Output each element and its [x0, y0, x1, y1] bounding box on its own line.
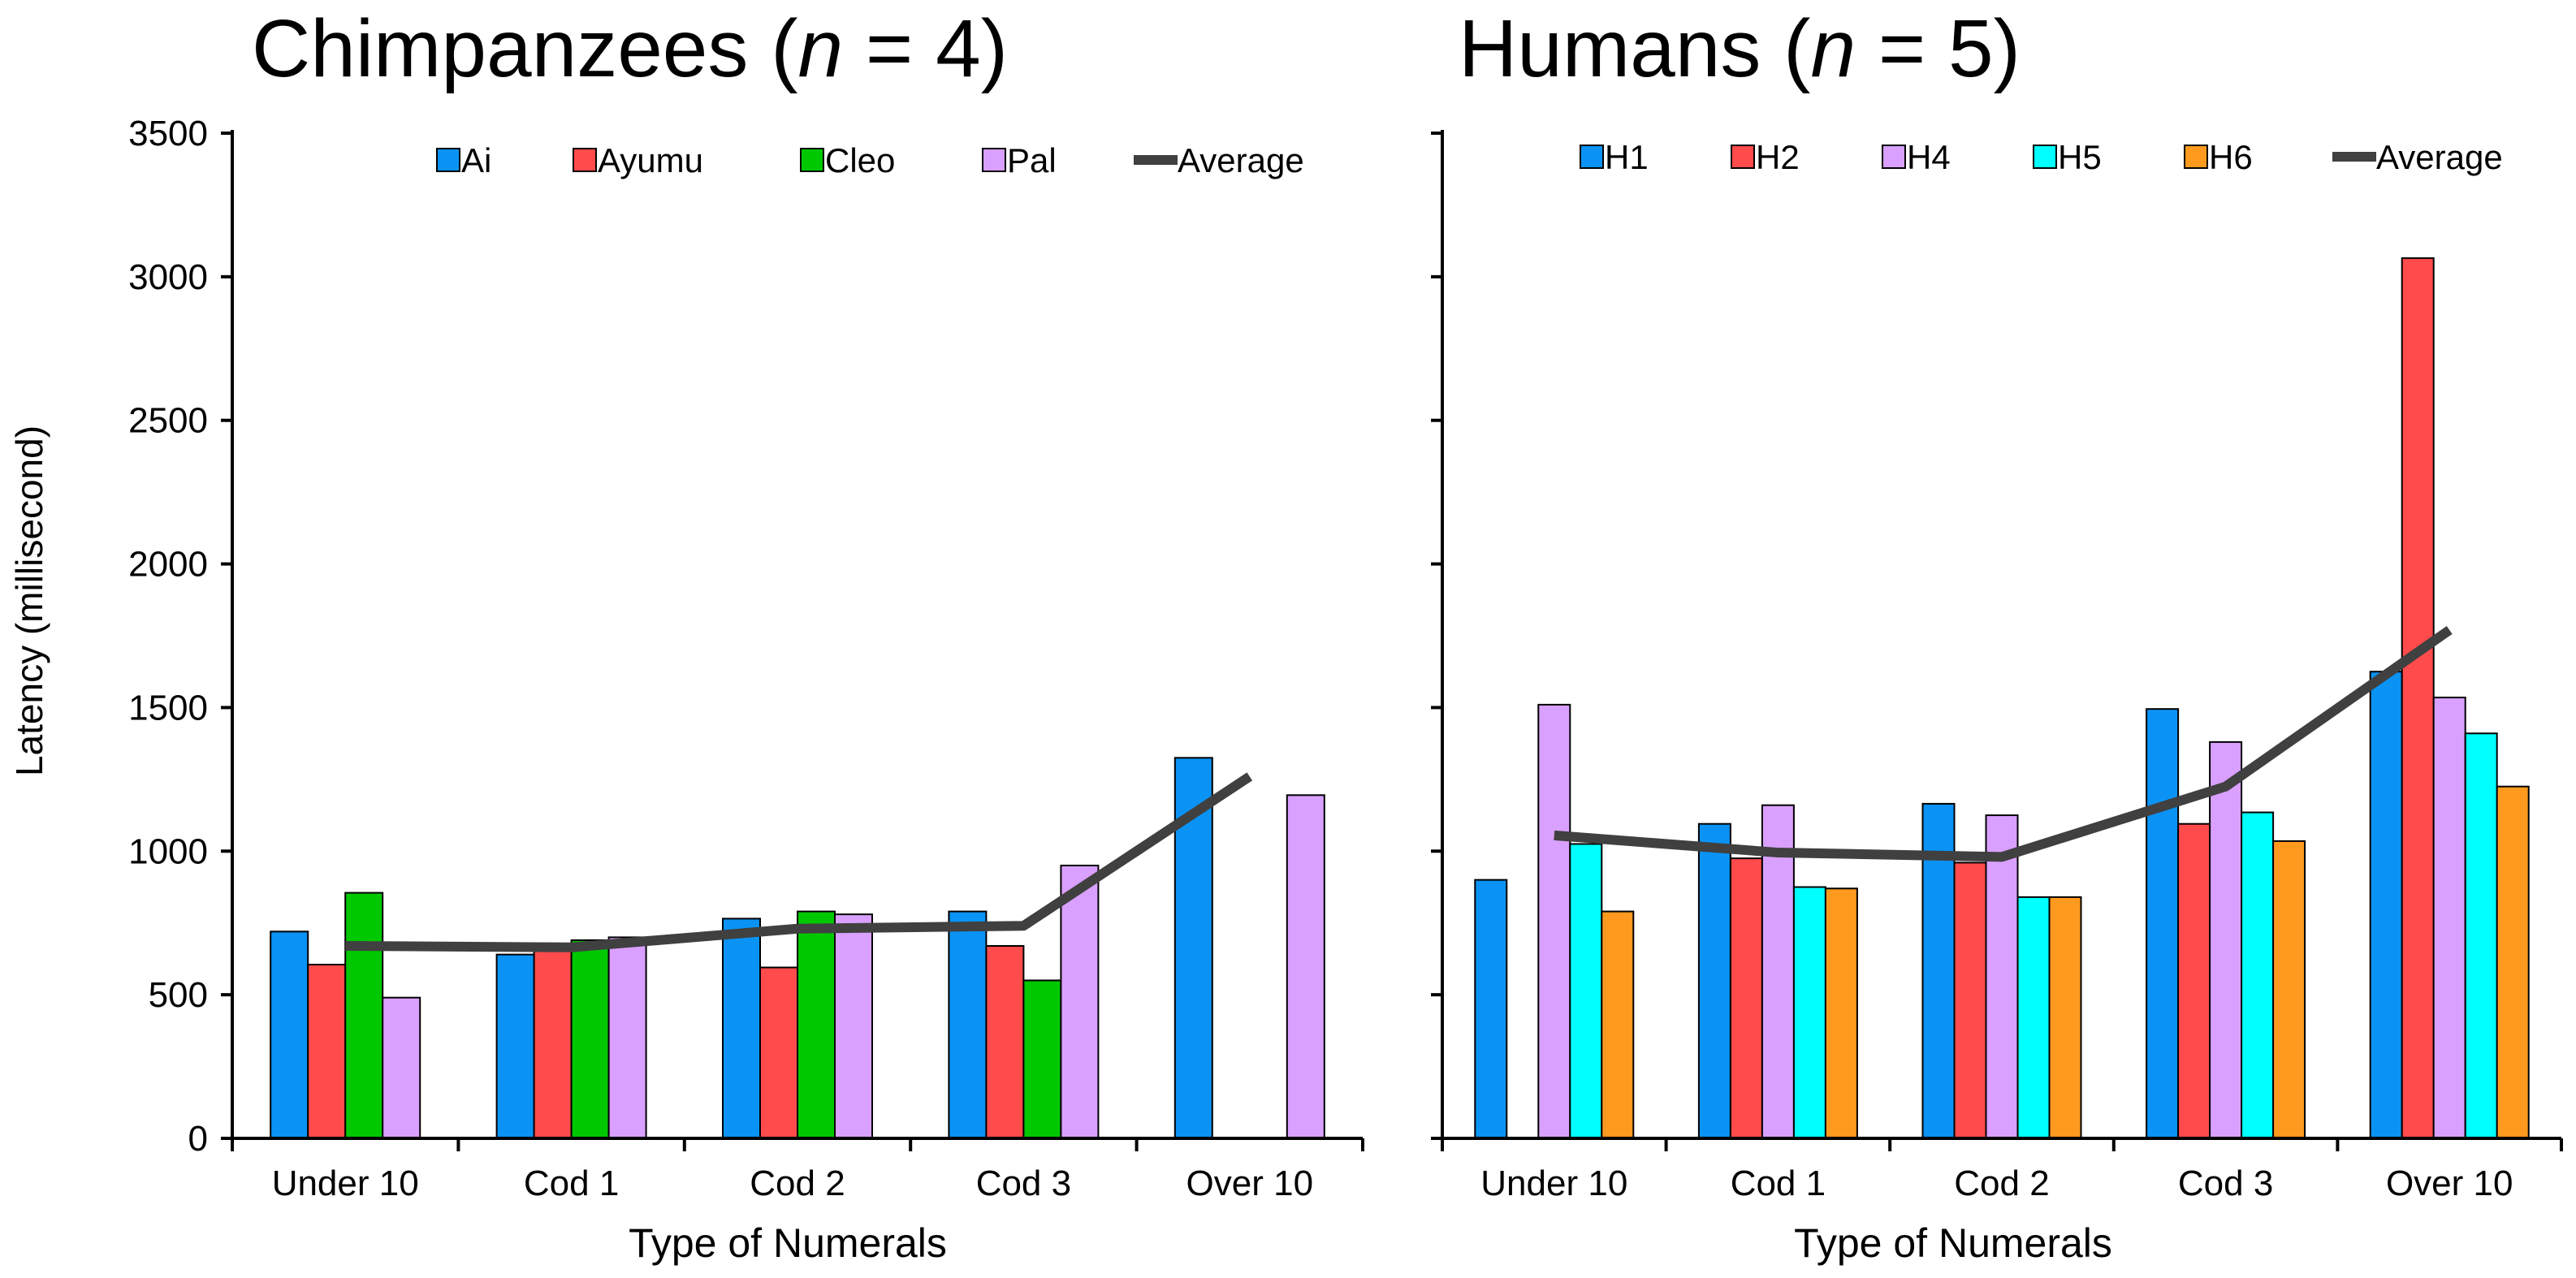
humans-legend-label-h4: H4: [1907, 138, 1951, 176]
chimpanzees-legend-swatch-ayumu: [573, 148, 597, 172]
humans-bar-h4-cod-2: [1985, 814, 2019, 1139]
chimpanzees-y-tick-label: 0: [188, 1119, 208, 1159]
humans-legend-label-h1: H1: [1605, 138, 1649, 176]
humans-title-main: Humans (: [1459, 3, 1810, 94]
chimpanzees-legend-label-pal: Pal: [1007, 141, 1057, 179]
chimpanzees-legend-label-average: Average: [1178, 141, 1304, 179]
humans-x-axis-label: Type of Numerals: [1794, 1220, 2112, 1266]
chimpanzees-legend-label-cleo: Cleo: [825, 141, 895, 179]
chimpanzees-title-main: Chimpanzees (: [252, 3, 798, 94]
humans-bar-h5-cod-3: [2241, 811, 2275, 1140]
chimpanzees-category-label: Cod 2: [750, 1164, 845, 1203]
humans-bar-h5-cod-1: [1792, 886, 1826, 1139]
chimpanzees-bar-ai-cod-2: [722, 917, 761, 1139]
chimpanzees-bar-ai-cod-1: [495, 953, 535, 1139]
chimpanzees-bar-ayumu-under-10: [307, 964, 347, 1139]
humans-legend-swatch-h4: [1882, 145, 1906, 169]
chimpanzees-x-axis-label: Type of Numerals: [629, 1220, 947, 1266]
humans-bar-h6-under-10: [1601, 910, 1635, 1139]
chimpanzees-bar-cleo-cod-3: [1022, 979, 1062, 1140]
humans-bar-h6-cod-1: [1824, 887, 1858, 1139]
y-axis-label: Latency (millisecond): [8, 425, 50, 776]
humans-legend-swatch-h6: [2184, 145, 2208, 169]
chimpanzees-average-line: [345, 772, 1253, 952]
humans-chart: Humans (n = 5) Type of Numerals Under 10…: [1431, 3, 2563, 1266]
humans-average-line: [1554, 626, 2453, 862]
humans-bar-h6-cod-2: [2048, 896, 2082, 1139]
chimpanzees-legend-label-ayumu: Ayumu: [598, 141, 703, 179]
chimpanzees-bar-ayumu-cod-1: [533, 946, 573, 1140]
chimpanzees-bar-ai-under-10: [270, 930, 309, 1139]
humans-bar-h5-over-10: [2464, 732, 2498, 1140]
humans-category-label: Under 10: [1480, 1164, 1627, 1203]
chimpanzees-bar-cleo-cod-1: [570, 939, 610, 1139]
chimpanzees-legend-label-ai: Ai: [461, 141, 491, 179]
humans-legend-label-h2: H2: [1756, 138, 1800, 176]
humans-bar-h1-cod-1: [1697, 822, 1731, 1139]
humans-bar-h2-over-10: [2401, 257, 2435, 1139]
humans-bar-h4-over-10: [2432, 697, 2466, 1139]
chimpanzees-y-tick-label: 500: [149, 975, 208, 1015]
chimpanzees-bar-pal-cod-2: [834, 913, 873, 1140]
humans-bar-h2-cod-3: [2177, 822, 2211, 1139]
humans-title-n: n: [1810, 3, 1856, 94]
chimpanzees-bar-cleo-cod-2: [797, 910, 836, 1139]
humans-bar-h1-over-10: [2369, 671, 2403, 1139]
chimpanzees-title-n: n: [798, 3, 844, 94]
humans-bar-h1-under-10: [1474, 879, 1508, 1139]
humans-bar-h5-under-10: [1569, 843, 1603, 1139]
humans-category-label: Over 10: [2386, 1164, 2513, 1203]
humans-category-label: Cod 1: [1731, 1164, 1826, 1203]
humans-bar-h2-cod-1: [1729, 857, 1763, 1139]
humans-legend-label-average: Average: [2376, 138, 2503, 176]
humans-category-label: Cod 2: [1954, 1164, 2049, 1203]
chimpanzees-chart-title: Chimpanzees (n = 4): [252, 3, 1008, 94]
chimpanzees-title-end: = 4): [843, 3, 1008, 94]
humans-legend-label-h5: H5: [2058, 138, 2102, 176]
humans-legend-swatch-h2: [1731, 145, 1755, 169]
humans-legend-swatch-h1: [1580, 145, 1604, 169]
humans-bar-h1-cod-3: [2146, 708, 2180, 1139]
chimpanzees-bar-ai-cod-3: [948, 910, 988, 1139]
chimpanzees-category-label: Cod 3: [976, 1164, 1071, 1203]
chimpanzees-y-tick-label: 3500: [128, 114, 208, 153]
chimpanzees-bar-ayumu-cod-2: [759, 966, 798, 1140]
humans-bar-h4-under-10: [1537, 703, 1571, 1139]
humans-bar-h4-cod-3: [2209, 740, 2243, 1139]
chimpanzees-bar-cleo-under-10: [344, 892, 384, 1140]
chimpanzees-bar-pal-under-10: [382, 996, 421, 1140]
chimpanzees-legend-swatch-ai: [436, 148, 460, 172]
chimpanzees-y-tick-label: 1000: [128, 831, 208, 871]
chimpanzees-category-label: Cod 1: [524, 1164, 619, 1203]
humans-legend-swatch-h5: [2033, 145, 2057, 169]
chimpanzees-bar-ayumu-cod-3: [985, 945, 1025, 1140]
chimpanzees-legend-swatch-cleo: [800, 148, 824, 172]
humans-legend-label-h6: H6: [2209, 138, 2253, 176]
humans-bar-h6-cod-3: [2272, 840, 2306, 1140]
chimpanzees-y-tick-label: 3000: [128, 257, 208, 297]
chimpanzees-bar-pal-over-10: [1286, 794, 1325, 1139]
humans-bar-h5-cod-2: [2016, 896, 2051, 1139]
chimpanzees-legend-swatch-pal: [982, 148, 1006, 172]
humans-bar-h2-cod-2: [1953, 861, 1987, 1140]
chimpanzees-category-label: Over 10: [1186, 1164, 1314, 1203]
humans-title-end: = 5): [1856, 3, 2021, 94]
chimpanzees-bar-pal-cod-1: [607, 936, 647, 1140]
chimpanzees-bar-pal-cod-3: [1060, 864, 1100, 1139]
humans-bar-h6-over-10: [2496, 785, 2530, 1139]
chimpanzees-y-tick-label: 1500: [128, 688, 208, 728]
chimpanzees-chart: Chimpanzees (n = 4) Type of Numerals 0 50…: [128, 3, 1364, 1266]
chimpanzees-category-label: Under 10: [272, 1164, 419, 1203]
chimpanzees-y-tick-label: 2500: [128, 401, 208, 441]
chimpanzees-y-tick-label: 2000: [128, 545, 208, 585]
humans-category-label: Cod 3: [2178, 1164, 2273, 1203]
humans-chart-title: Humans (n = 5): [1459, 3, 2021, 94]
